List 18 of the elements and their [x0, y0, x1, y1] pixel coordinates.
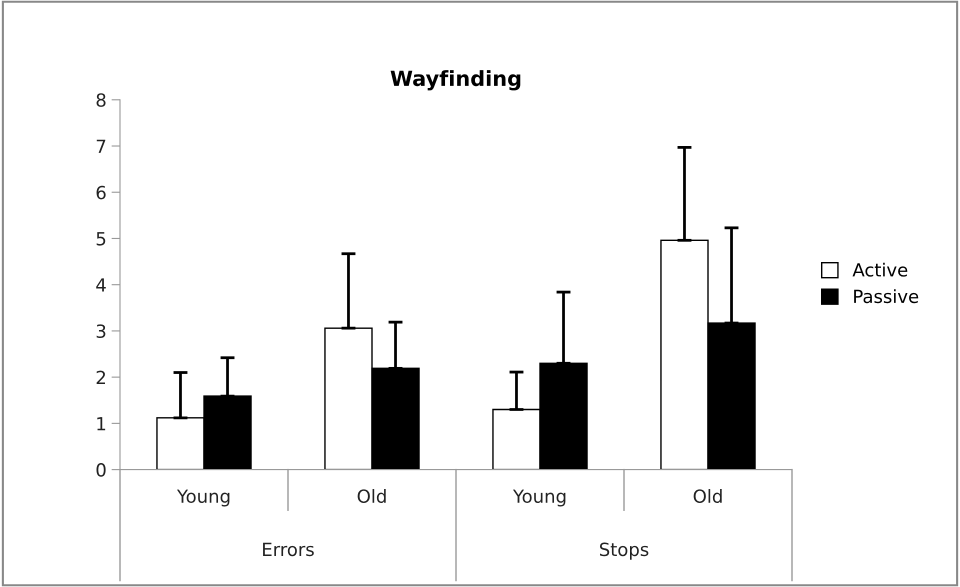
y-tick-label: 7 — [96, 140, 106, 153]
x-tick-label: Old — [694, 489, 722, 504]
chart-title: Wayfinding — [390, 70, 520, 90]
legend-label: Active — [852, 262, 908, 277]
x-tick-label: Young — [512, 490, 566, 507]
text: Stops — [600, 542, 648, 560]
x-tick-label: Young — [176, 490, 230, 507]
legend-label: Passive — [854, 289, 918, 304]
y-tick-label: 3 — [96, 324, 106, 338]
y-tick-label: 4 — [96, 278, 106, 292]
y-tick-label: 2 — [96, 370, 105, 384]
y-tick-label: 6 — [96, 186, 106, 200]
y-tick-label: 5 — [96, 232, 106, 246]
x-tick-label: Old — [358, 489, 386, 504]
y-tick-label: 0 — [96, 463, 106, 477]
y-tick-label: 8 — [96, 93, 106, 107]
text: Errors — [263, 542, 314, 556]
y-tick-label: 1 — [97, 417, 106, 430]
